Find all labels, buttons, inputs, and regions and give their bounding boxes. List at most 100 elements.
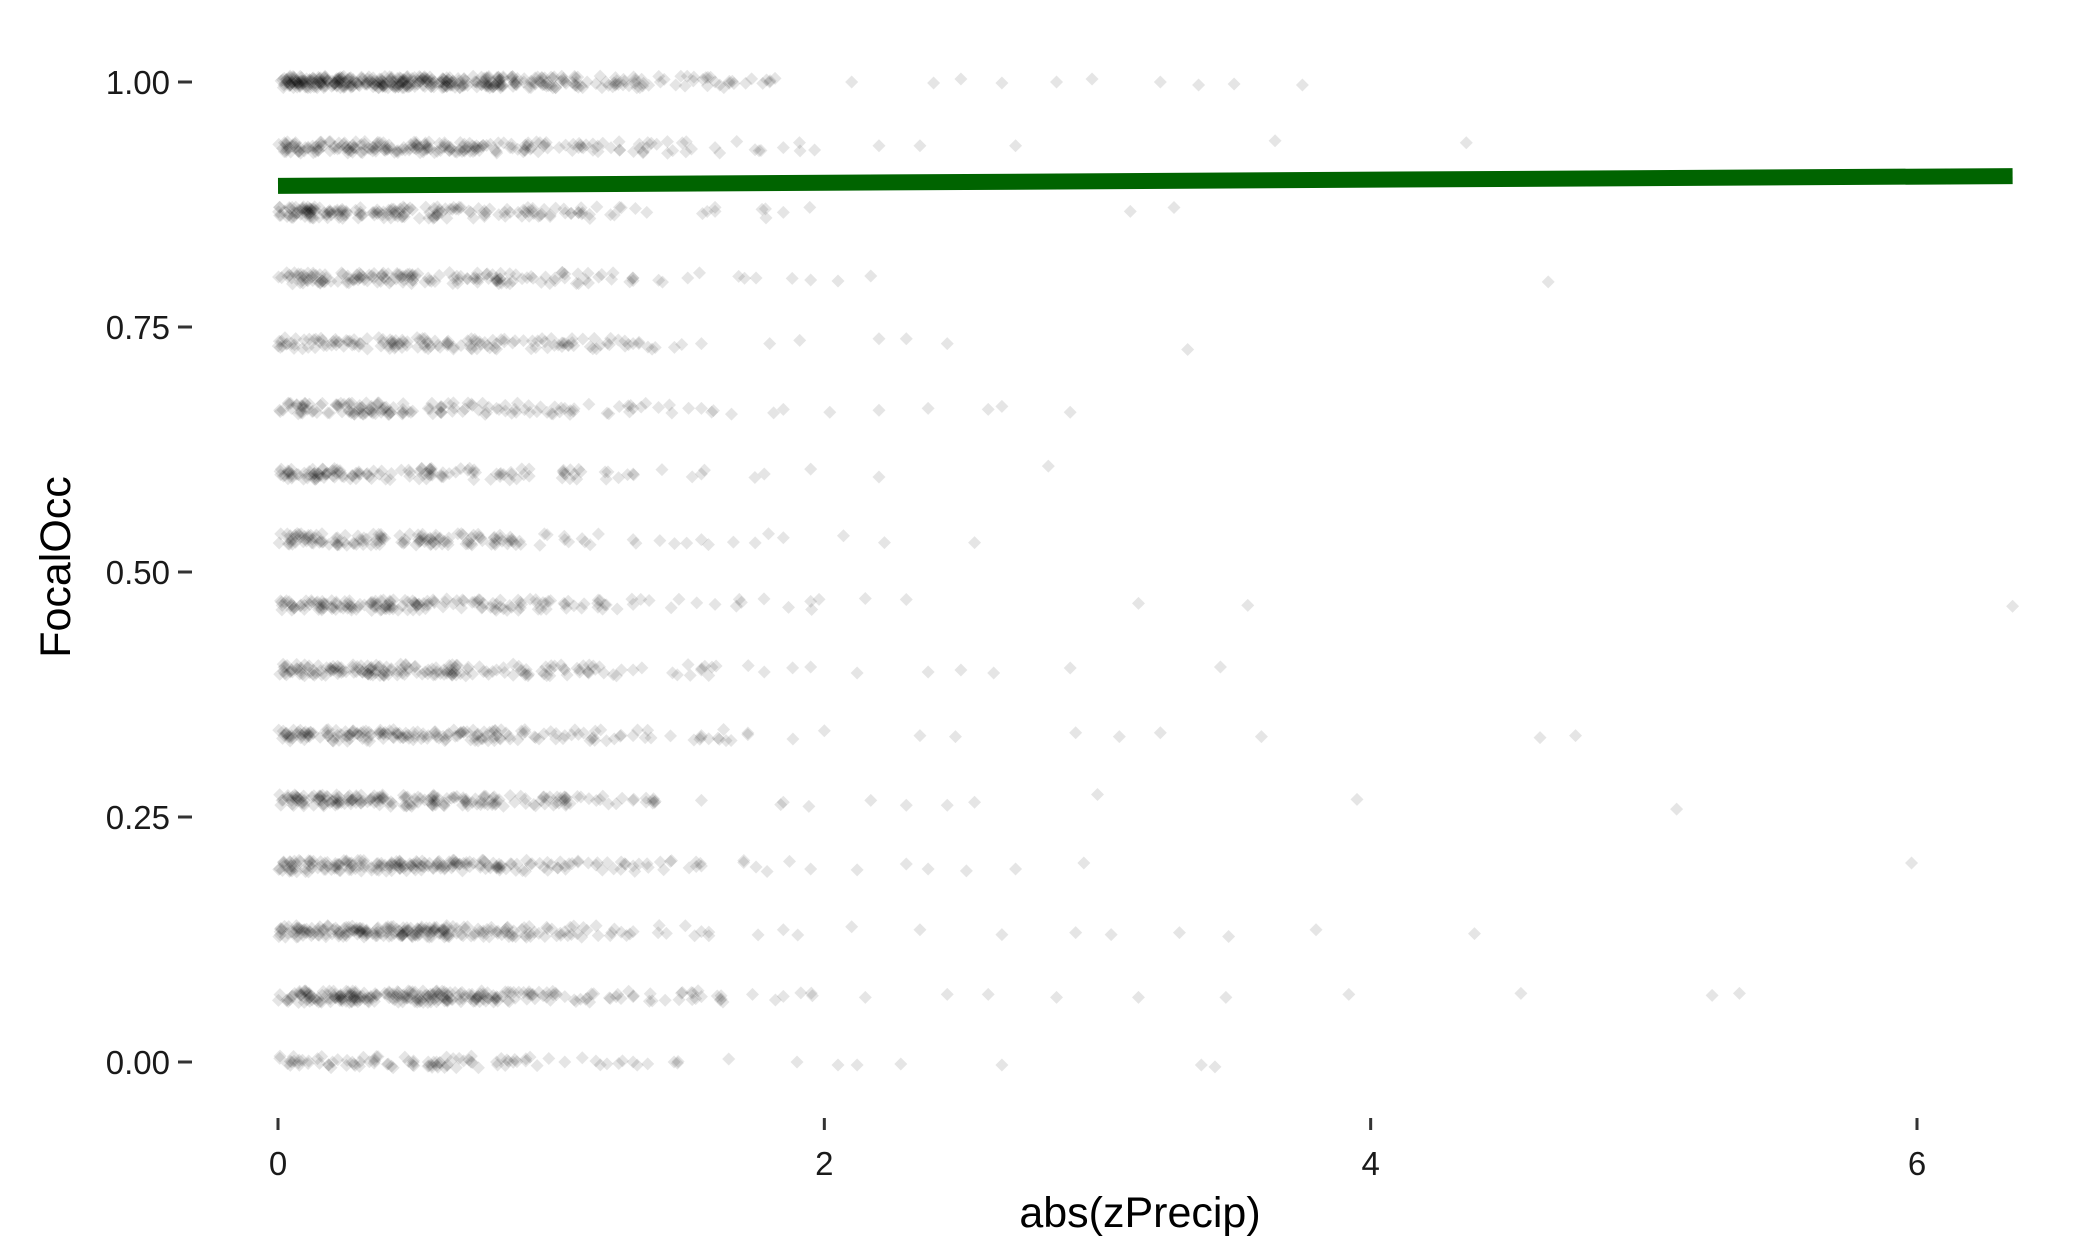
data-point xyxy=(461,396,475,410)
data-point xyxy=(360,467,374,481)
data-point xyxy=(479,665,493,679)
data-point xyxy=(357,860,371,874)
data-point xyxy=(641,860,655,874)
data-point xyxy=(571,854,585,868)
data-point xyxy=(913,923,927,937)
data-point xyxy=(357,598,371,612)
data-point xyxy=(298,669,312,683)
data-point xyxy=(295,1053,309,1067)
data-point xyxy=(312,535,326,549)
data-point xyxy=(554,658,568,672)
data-point xyxy=(345,396,359,410)
data-point xyxy=(355,926,369,940)
data-point xyxy=(508,991,522,1005)
data-point xyxy=(468,332,482,346)
data-point xyxy=(386,987,400,1001)
data-point xyxy=(442,531,456,545)
data-point xyxy=(440,994,454,1008)
data-point xyxy=(290,921,304,935)
data-point xyxy=(614,855,628,869)
data-point xyxy=(395,407,409,421)
data-point xyxy=(347,273,361,287)
data-point xyxy=(294,989,308,1003)
data-point xyxy=(502,534,516,548)
data-point xyxy=(981,987,995,1001)
data-point xyxy=(702,732,716,746)
data-point xyxy=(427,788,441,802)
data-point xyxy=(374,926,388,940)
data-point xyxy=(408,659,422,673)
data-point xyxy=(271,993,285,1007)
data-point xyxy=(298,396,312,410)
data-point xyxy=(456,929,470,943)
data-point xyxy=(349,795,363,809)
data-point xyxy=(320,726,334,740)
data-point xyxy=(275,923,289,937)
data-point xyxy=(293,723,307,737)
data-point xyxy=(383,595,397,609)
data-point xyxy=(359,467,373,481)
data-point xyxy=(390,988,404,1002)
data-point xyxy=(430,794,444,808)
data-point xyxy=(494,333,508,347)
data-point xyxy=(415,920,429,934)
data-point xyxy=(446,597,460,611)
data-point xyxy=(622,338,636,352)
data-point xyxy=(363,668,377,682)
data-point xyxy=(282,920,296,934)
data-point xyxy=(382,339,396,353)
data-point xyxy=(418,856,432,870)
data-point xyxy=(510,1055,524,1069)
data-point xyxy=(539,990,553,1004)
data-point xyxy=(384,858,398,872)
data-point xyxy=(468,926,482,940)
data-point xyxy=(376,593,390,607)
data-point xyxy=(464,341,478,355)
data-point xyxy=(492,861,506,875)
data-point xyxy=(594,723,608,737)
data-point xyxy=(850,666,864,680)
data-point xyxy=(435,984,449,998)
data-point xyxy=(343,789,357,803)
data-point xyxy=(329,398,343,412)
data-point xyxy=(546,984,560,998)
data-point xyxy=(325,338,339,352)
data-point xyxy=(538,797,552,811)
data-point xyxy=(426,593,440,607)
data-point xyxy=(380,1057,394,1071)
data-point xyxy=(1705,988,1719,1002)
data-point xyxy=(501,926,515,940)
data-point xyxy=(328,662,342,676)
data-point xyxy=(281,537,295,551)
data-point xyxy=(391,858,405,872)
data-point xyxy=(305,861,319,875)
data-point xyxy=(367,464,381,478)
data-point xyxy=(426,988,440,1002)
data-point xyxy=(342,597,356,611)
data-point xyxy=(410,993,424,1007)
data-point xyxy=(381,727,395,741)
data-point xyxy=(314,469,328,483)
data-point xyxy=(381,1057,395,1071)
data-point xyxy=(337,853,351,867)
data-point xyxy=(369,988,383,1002)
data-point xyxy=(599,598,613,612)
data-point xyxy=(940,987,954,1001)
data-point xyxy=(504,857,518,871)
data-point xyxy=(913,139,927,153)
data-point xyxy=(666,666,680,680)
data-point xyxy=(534,793,548,807)
data-point xyxy=(326,734,340,748)
data-point xyxy=(448,791,462,805)
data-point xyxy=(793,333,807,347)
data-point xyxy=(602,797,616,811)
data-point xyxy=(1153,726,1167,740)
data-point xyxy=(417,860,431,874)
data-point xyxy=(399,790,413,804)
data-point xyxy=(346,726,360,740)
data-point xyxy=(702,668,716,682)
data-point xyxy=(315,995,329,1009)
data-point xyxy=(379,864,393,878)
data-point xyxy=(305,921,319,935)
data-point xyxy=(322,1058,336,1072)
